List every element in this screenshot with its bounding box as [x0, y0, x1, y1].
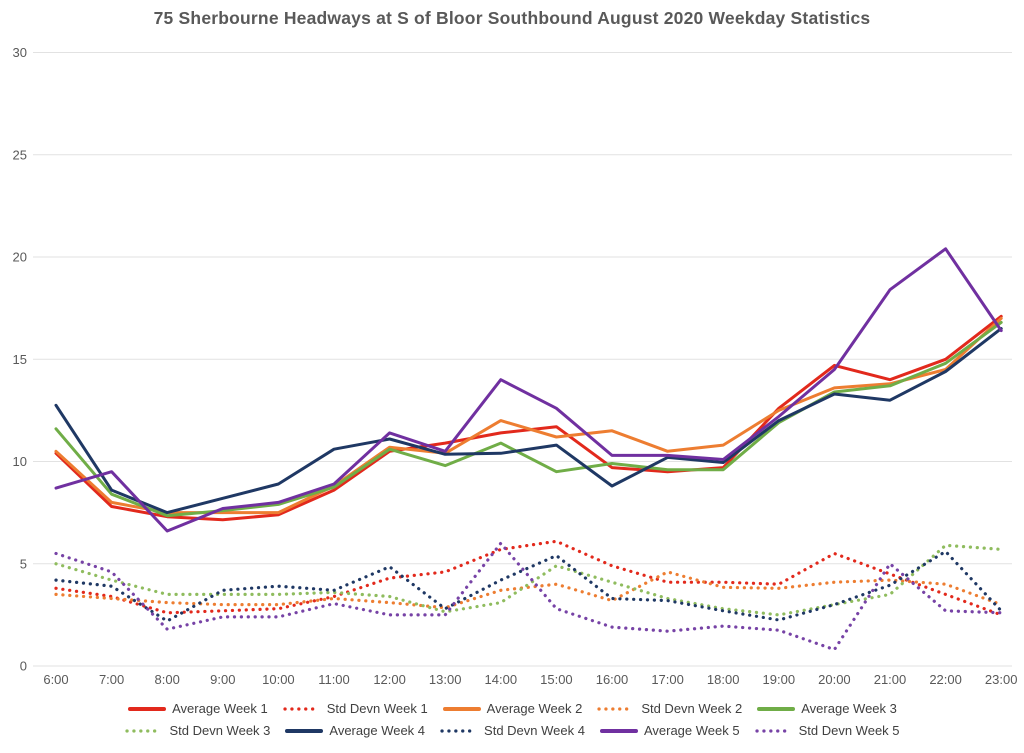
y-tick-label-10: 10	[13, 454, 27, 469]
series-line-average-week-5	[54, 247, 1003, 533]
series-line-std-devn-week-5	[54, 541, 1003, 652]
y-tick-label-5: 5	[20, 556, 27, 571]
x-tick-label-16:00: 16:00	[596, 672, 629, 687]
legend-label-average-week-4: Average Week 4	[329, 723, 426, 738]
x-tick-label-10:00: 10:00	[262, 672, 295, 687]
legend-item-average-week-5: Average Week 5	[599, 723, 740, 738]
x-tick-label-8:00: 8:00	[155, 672, 180, 687]
legend-label-average-week-3: Average Week 3	[801, 701, 897, 716]
x-tick-label-14:00: 14:00	[485, 672, 518, 687]
x-tick-label-21:00: 21:00	[874, 672, 907, 687]
y-tick-label-15: 15	[13, 352, 27, 367]
legend-label-std-devn-week-2: Std Devn Week 2	[641, 701, 743, 716]
x-tick-label-6:00: 6:00	[43, 672, 68, 687]
x-tick-label-15:00: 15:00	[540, 672, 573, 687]
legend-swatch-std-devn-week-4	[440, 728, 478, 733]
chart-legend: Average Week 1 Std Devn Week 1 Average Wee…	[0, 701, 1024, 738]
legend-swatch-average-week-3	[757, 706, 796, 711]
legend-label-std-devn-week-4: Std Devn Week 4	[484, 723, 585, 738]
x-tick-label-18:00: 18:00	[707, 672, 740, 687]
legend-label-average-week-2: Average Week 2	[486, 701, 583, 716]
legend-item-std-devn-week-1: Std Devn Week 1	[282, 701, 428, 716]
series-line-average-week-3	[54, 320, 1003, 518]
legend-label-average-week-5: Average Week 5	[643, 723, 740, 738]
y-tick-label-25: 25	[13, 147, 27, 162]
series-line-std-devn-week-2	[54, 570, 1003, 610]
y-tick-label-0: 0	[20, 659, 27, 674]
x-tick-label-12:00: 12:00	[373, 672, 406, 687]
legend-label-average-week-1: Average Week 1	[172, 701, 268, 716]
legend-swatch-average-week-4	[285, 728, 324, 733]
legend-item-std-devn-week-4: Std Devn Week 4	[439, 723, 585, 738]
legend-swatch-std-devn-week-3	[125, 728, 164, 733]
x-tick-label-13:00: 13:00	[429, 672, 462, 687]
y-tick-label-30: 30	[13, 45, 27, 60]
series-line-average-week-1	[54, 314, 1003, 522]
legend-swatch-average-week-5	[599, 728, 638, 733]
legend-item-average-week-1: Average Week 1	[127, 701, 268, 716]
legend-swatch-std-devn-week-5	[754, 728, 793, 733]
legend-swatch-average-week-2	[442, 706, 481, 711]
x-tick-label-11:00: 11:00	[318, 672, 350, 687]
legend-item-average-week-2: Average Week 2	[442, 701, 583, 716]
x-tick-label-17:00: 17:00	[651, 672, 684, 687]
series-line-std-devn-week-3	[54, 543, 1003, 617]
x-tick-label-9:00: 9:00	[210, 672, 235, 687]
series-line-std-devn-week-4	[54, 549, 1003, 623]
legend-item-std-devn-week-2: Std Devn Week 2	[596, 701, 742, 716]
legend-label-std-devn-week-5: Std Devn Week 5	[798, 723, 900, 738]
legend-swatch-std-devn-week-1	[283, 706, 321, 711]
x-tick-label-22:00: 22:00	[929, 672, 962, 687]
series-line-average-week-2	[54, 316, 1003, 515]
series-line-std-devn-week-1	[54, 539, 1003, 617]
legend-item-average-week-4: Average Week 4	[284, 723, 425, 738]
chart-title: 75 Sherbourne Headways at S of Bloor Sou…	[153, 8, 871, 28]
legend-label-std-devn-week-1: Std Devn Week 1	[326, 701, 428, 716]
x-tick-label-19:00: 19:00	[763, 672, 796, 687]
series-line-average-week-4	[54, 327, 1003, 515]
legend-row-1: Average Week 1 Std Devn Week 1 Average Wee…	[127, 701, 897, 716]
legend-swatch-std-devn-week-2	[597, 706, 635, 711]
legend-item-std-devn-week-3: Std Devn Week 3	[124, 723, 270, 738]
legend-label-std-devn-week-3: Std Devn Week 3	[169, 723, 271, 738]
x-tick-label-20:00: 20:00	[818, 672, 851, 687]
legend-row-2: Std Devn Week 3 Average Week 4 Std Devn We…	[124, 723, 900, 738]
x-tick-label-23:00: 23:00	[985, 672, 1018, 687]
plot-area: 0 5 10 15 20 25 30 6:00 7:00 8:00 9:00 10:00 11:00 12…	[13, 45, 1018, 687]
legend-item-std-devn-week-5: Std Devn Week 5	[754, 723, 900, 738]
x-tick-label-7:00: 7:00	[99, 672, 124, 687]
y-tick-label-20: 20	[13, 250, 27, 265]
legend-item-average-week-3: Average Week 3	[756, 701, 897, 716]
legend-swatch-average-week-1	[128, 706, 167, 711]
